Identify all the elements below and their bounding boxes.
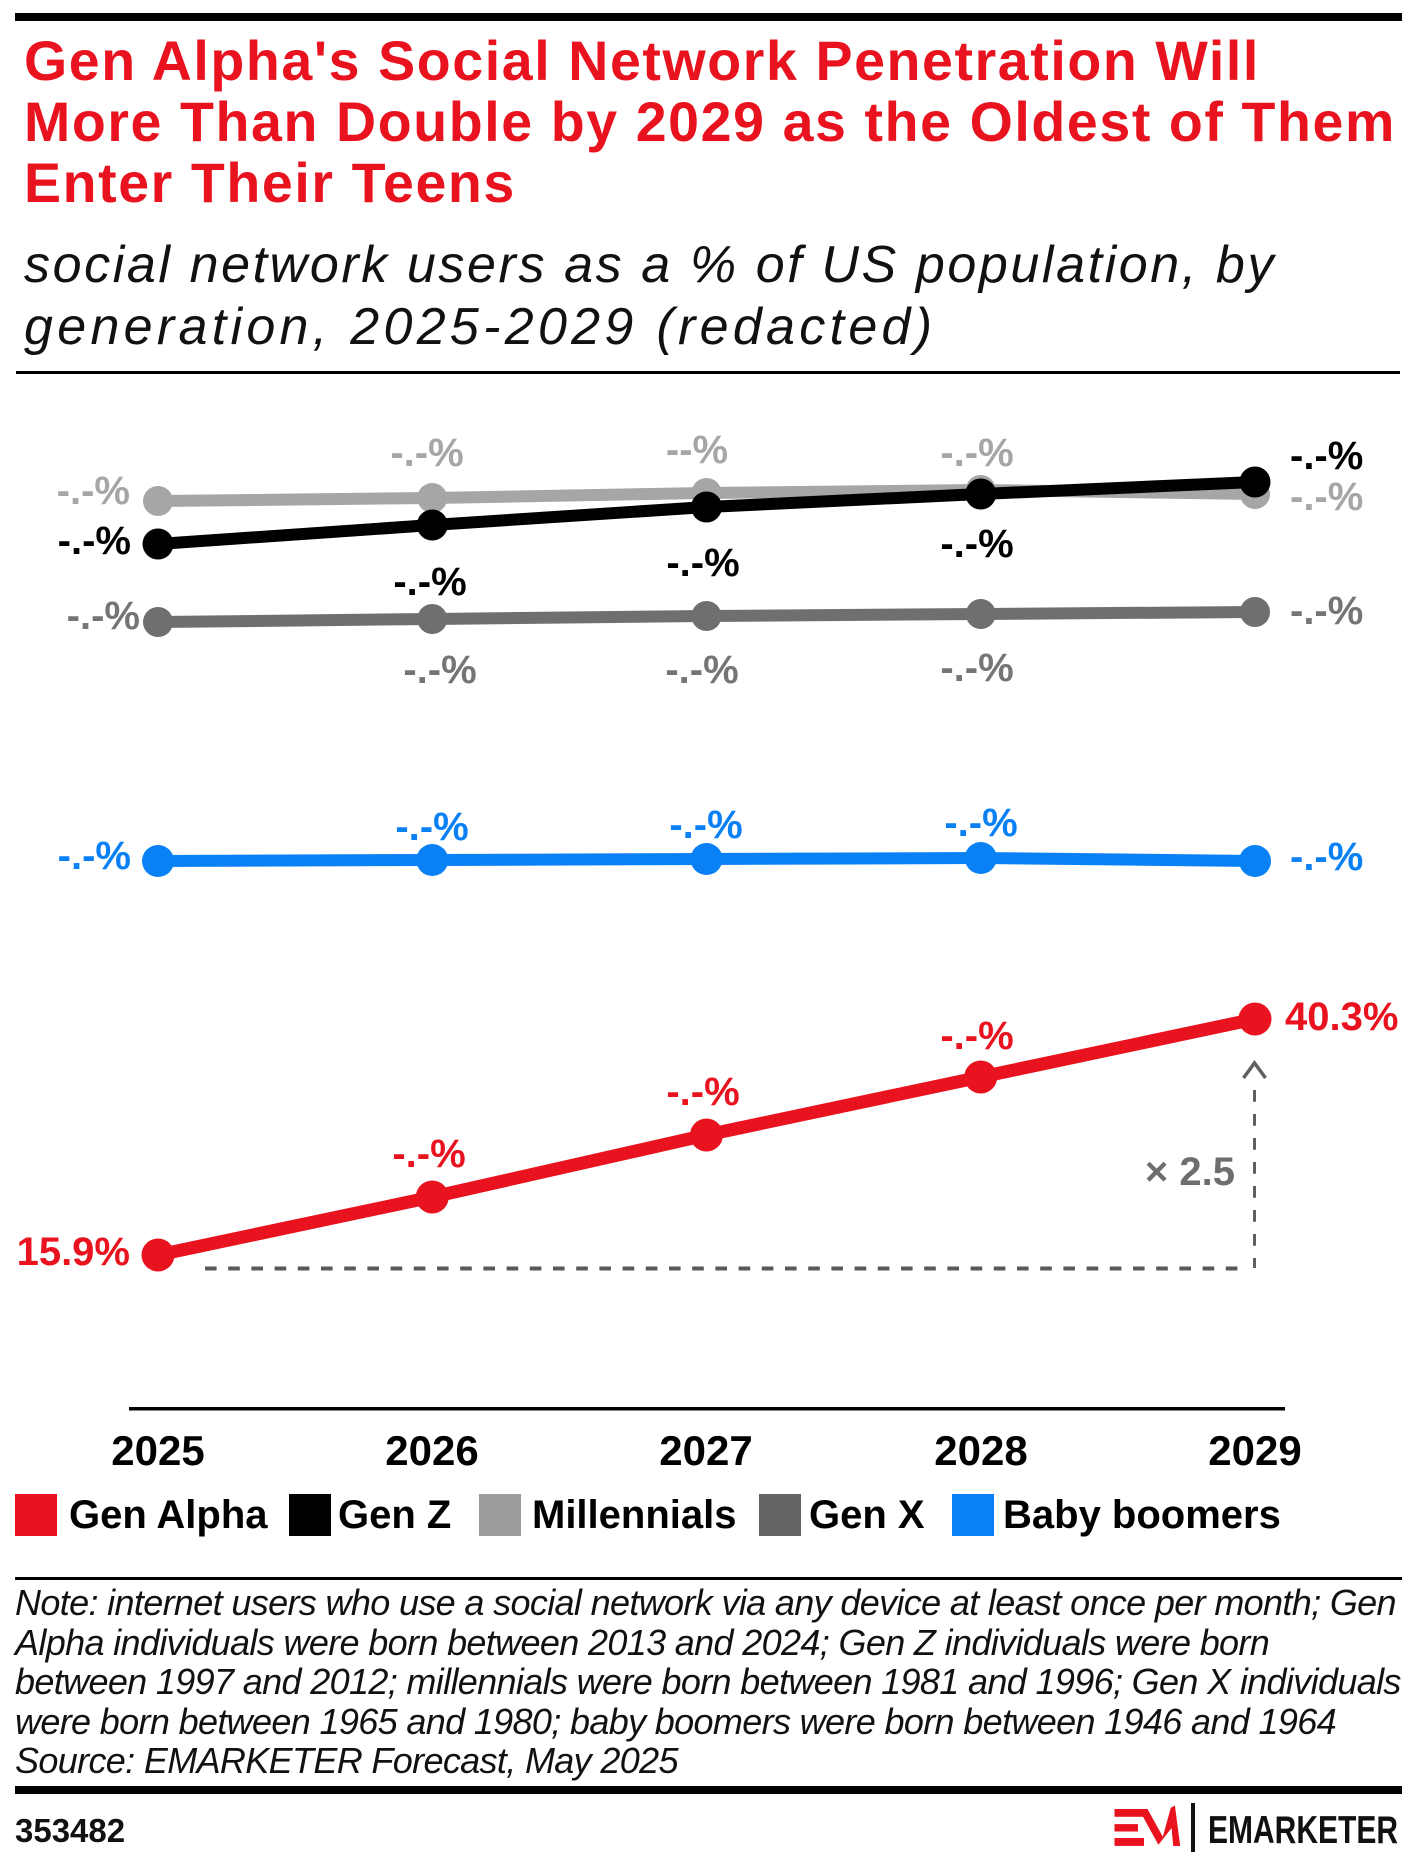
svg-text:EMARKETER: EMARKETER xyxy=(1208,1809,1398,1852)
